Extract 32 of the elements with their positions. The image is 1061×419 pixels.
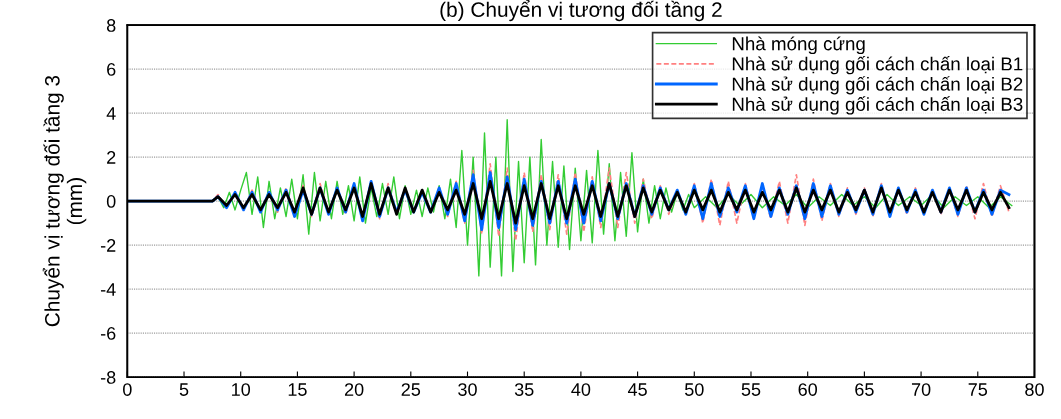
x-tick-label: 70 [911,383,931,396]
y-tick-label: -4 [100,283,116,296]
x-tick-label: 0 [123,383,132,396]
x-tick-label: 5 [179,383,189,396]
legend-label: Nhà móng cứng [732,36,865,55]
legend-label: Nhà sử dụng gối cách chấn loại B1 [732,55,1023,75]
y-tick-label: 4 [106,107,116,120]
legend-label: Nhà sử dụng gối cách chấn loại B2 [732,76,1023,95]
y-tick-label: -2 [100,239,116,252]
x-tick-label: 55 [741,383,761,396]
y-axis-title: Chuyển vị tương đối tầng 3 (mm) [42,75,87,327]
x-tick-label: 50 [684,383,704,396]
x-tick-label: 80 [1025,383,1044,396]
x-tick-label: 10 [232,383,251,396]
y-tick-label: 6 [107,63,116,76]
x-tick-label: 35 [514,383,534,396]
chart-title: (b) Chuyển vị tương đối tầng 2 [440,0,722,22]
legend-label: Nhà sử dụng gối cách chấn loại B3 [732,96,1023,115]
x-tick-label: 60 [798,383,818,396]
x-tick-label: 40 [571,383,591,396]
y-tick-label: -8 [100,371,116,384]
x-tick-label: 65 [855,383,874,396]
y-tick-label: -6 [100,327,116,340]
y-tick-label: 0 [106,195,116,208]
x-tick-label: 75 [968,383,988,396]
x-tick-label: 30 [458,383,477,396]
y-tick-label: 8 [106,19,116,32]
x-tick-label: 20 [344,383,364,396]
x-tick-label: 15 [288,383,307,396]
x-tick-label: 45 [627,383,647,396]
y-tick-label: 2 [107,151,116,164]
x-tick-label: 25 [401,383,421,396]
